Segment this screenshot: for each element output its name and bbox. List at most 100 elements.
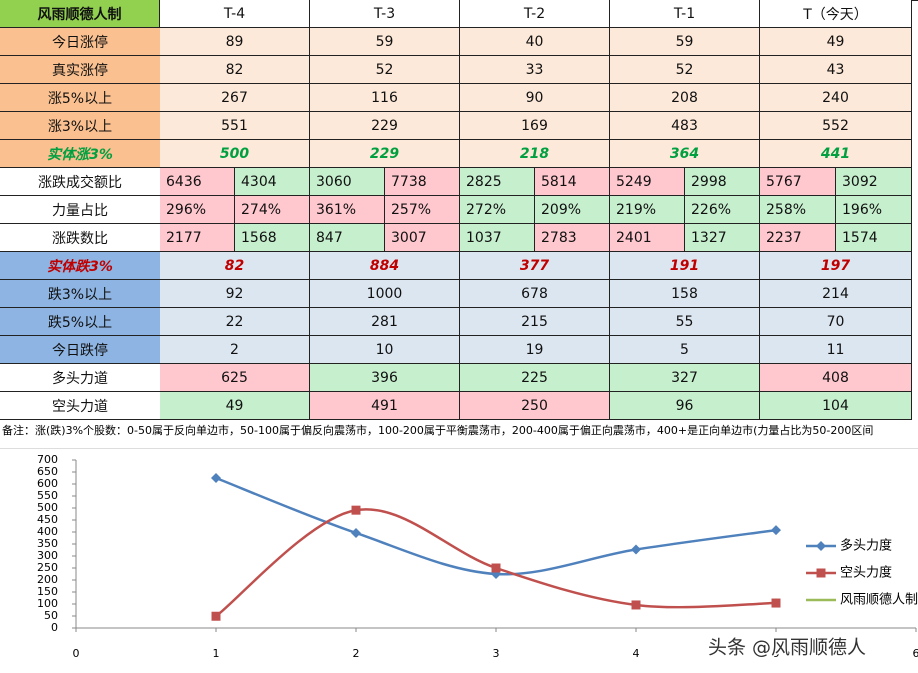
value-cell: 11 — [760, 336, 912, 364]
value-cell: 215 — [460, 308, 610, 336]
value-cell: 208 — [610, 84, 760, 112]
pair-cell: 257% — [385, 196, 460, 224]
value-cell: 364 — [610, 140, 760, 168]
pair-cell: 5249 — [610, 168, 685, 196]
value-cell: 43 — [760, 56, 912, 84]
pair-cell: 209% — [535, 196, 610, 224]
legend-label: 多头力度 — [840, 538, 892, 554]
value-cell: 33 — [460, 56, 610, 84]
value-cell: 1000 — [310, 280, 460, 308]
marker — [771, 598, 781, 608]
value-cell: 52 — [610, 56, 760, 84]
value-cell: 96 — [610, 392, 760, 420]
value-cell: 92 — [160, 280, 310, 308]
value-cell: 491 — [310, 392, 460, 420]
value-cell: 197 — [760, 252, 912, 280]
row-label: 今日跌停 — [0, 336, 161, 364]
marker — [211, 473, 221, 483]
value-cell: 104 — [760, 392, 912, 420]
value-cell: 191 — [610, 252, 760, 280]
legend-label: 空头力度 — [840, 565, 892, 581]
row-label: 涨3%以上 — [0, 112, 161, 140]
value-cell: 19 — [460, 336, 610, 364]
row-label: 涨跌成交额比 — [0, 168, 161, 196]
y-tick-label: 200 — [37, 573, 58, 586]
value-cell: 5 — [610, 336, 760, 364]
x-tick-label: 2 — [353, 647, 360, 660]
value-cell: 408 — [760, 364, 912, 392]
header-cell: T-4 — [160, 0, 310, 28]
y-tick-label: 350 — [37, 537, 58, 550]
pair-cell: 847 — [310, 224, 385, 252]
value-cell: 377 — [460, 252, 610, 280]
marker — [491, 563, 501, 573]
pair-cell: 272% — [460, 196, 535, 224]
x-tick-label: 5 — [773, 647, 780, 660]
legend-label: 风雨顺德人制 — [840, 593, 918, 608]
chart: 0501001502002503003504004505005506006507… — [0, 448, 918, 660]
row-label: 跌3%以上 — [0, 280, 161, 308]
pair-cell: 3007 — [385, 224, 460, 252]
value-cell: 10 — [310, 336, 460, 364]
value-cell: 22 — [160, 308, 310, 336]
pair-cell: 7738 — [385, 168, 460, 196]
y-tick-label: 550 — [37, 489, 58, 502]
y-tick-label: 300 — [37, 549, 58, 562]
x-tick-label: 4 — [633, 647, 640, 660]
pair-cell: 2177 — [160, 224, 235, 252]
pair-cell: 5767 — [760, 168, 836, 196]
pair-cell: 6436 — [160, 168, 235, 196]
value-cell: 327 — [610, 364, 760, 392]
marker — [211, 611, 221, 621]
pair-cell: 196% — [836, 196, 912, 224]
value-cell: 169 — [460, 112, 610, 140]
note: 备注：涨(跌)3%个股数：0-50属于反向单边市，50-100属于偏反向震荡市，… — [2, 424, 874, 437]
value-cell: 225 — [460, 364, 610, 392]
pair-cell: 2998 — [685, 168, 760, 196]
value-cell: 82 — [160, 252, 310, 280]
pair-cell: 226% — [685, 196, 760, 224]
value-cell: 240 — [760, 84, 912, 112]
y-tick-label: 100 — [37, 597, 58, 610]
pair-cell: 2783 — [535, 224, 610, 252]
pair-cell: 2401 — [610, 224, 685, 252]
value-cell: 267 — [160, 84, 310, 112]
value-cell: 441 — [760, 140, 912, 168]
value-cell: 40 — [460, 28, 610, 56]
value-cell: 551 — [160, 112, 310, 140]
pair-cell: 274% — [235, 196, 310, 224]
value-cell: 49 — [160, 392, 310, 420]
pair-cell: 2237 — [760, 224, 836, 252]
value-cell: 625 — [160, 364, 310, 392]
series-line — [215, 476, 777, 576]
row-label: 多头力道 — [0, 364, 161, 392]
header-cell: T-3 — [310, 0, 460, 28]
value-cell: 55 — [610, 308, 760, 336]
value-cell: 678 — [460, 280, 610, 308]
value-cell: 250 — [460, 392, 610, 420]
y-tick-label: 450 — [37, 513, 58, 526]
pair-cell: 5814 — [535, 168, 610, 196]
value-cell: 281 — [310, 308, 460, 336]
row-label: 力量占比 — [0, 196, 161, 224]
pair-cell: 219% — [610, 196, 685, 224]
row-label: 今日涨停 — [0, 28, 161, 56]
pair-cell: 4304 — [235, 168, 310, 196]
value-cell: 552 — [760, 112, 912, 140]
pair-cell: 1568 — [235, 224, 310, 252]
row-label: 涨5%以上 — [0, 84, 161, 112]
header-cell: T（今天） — [760, 0, 912, 28]
value-cell: 2 — [160, 336, 310, 364]
value-cell: 59 — [610, 28, 760, 56]
row-label: 跌5%以上 — [0, 308, 161, 336]
x-tick-label: 3 — [493, 647, 500, 660]
value-cell: 82 — [160, 56, 310, 84]
y-tick-label: 700 — [37, 453, 58, 466]
y-tick-label: 0 — [51, 621, 58, 634]
value-cell: 229 — [310, 140, 460, 168]
pair-cell: 296% — [160, 196, 235, 224]
value-cell: 59 — [310, 28, 460, 56]
value-cell: 52 — [310, 56, 460, 84]
row-label: 涨跌数比 — [0, 224, 161, 252]
